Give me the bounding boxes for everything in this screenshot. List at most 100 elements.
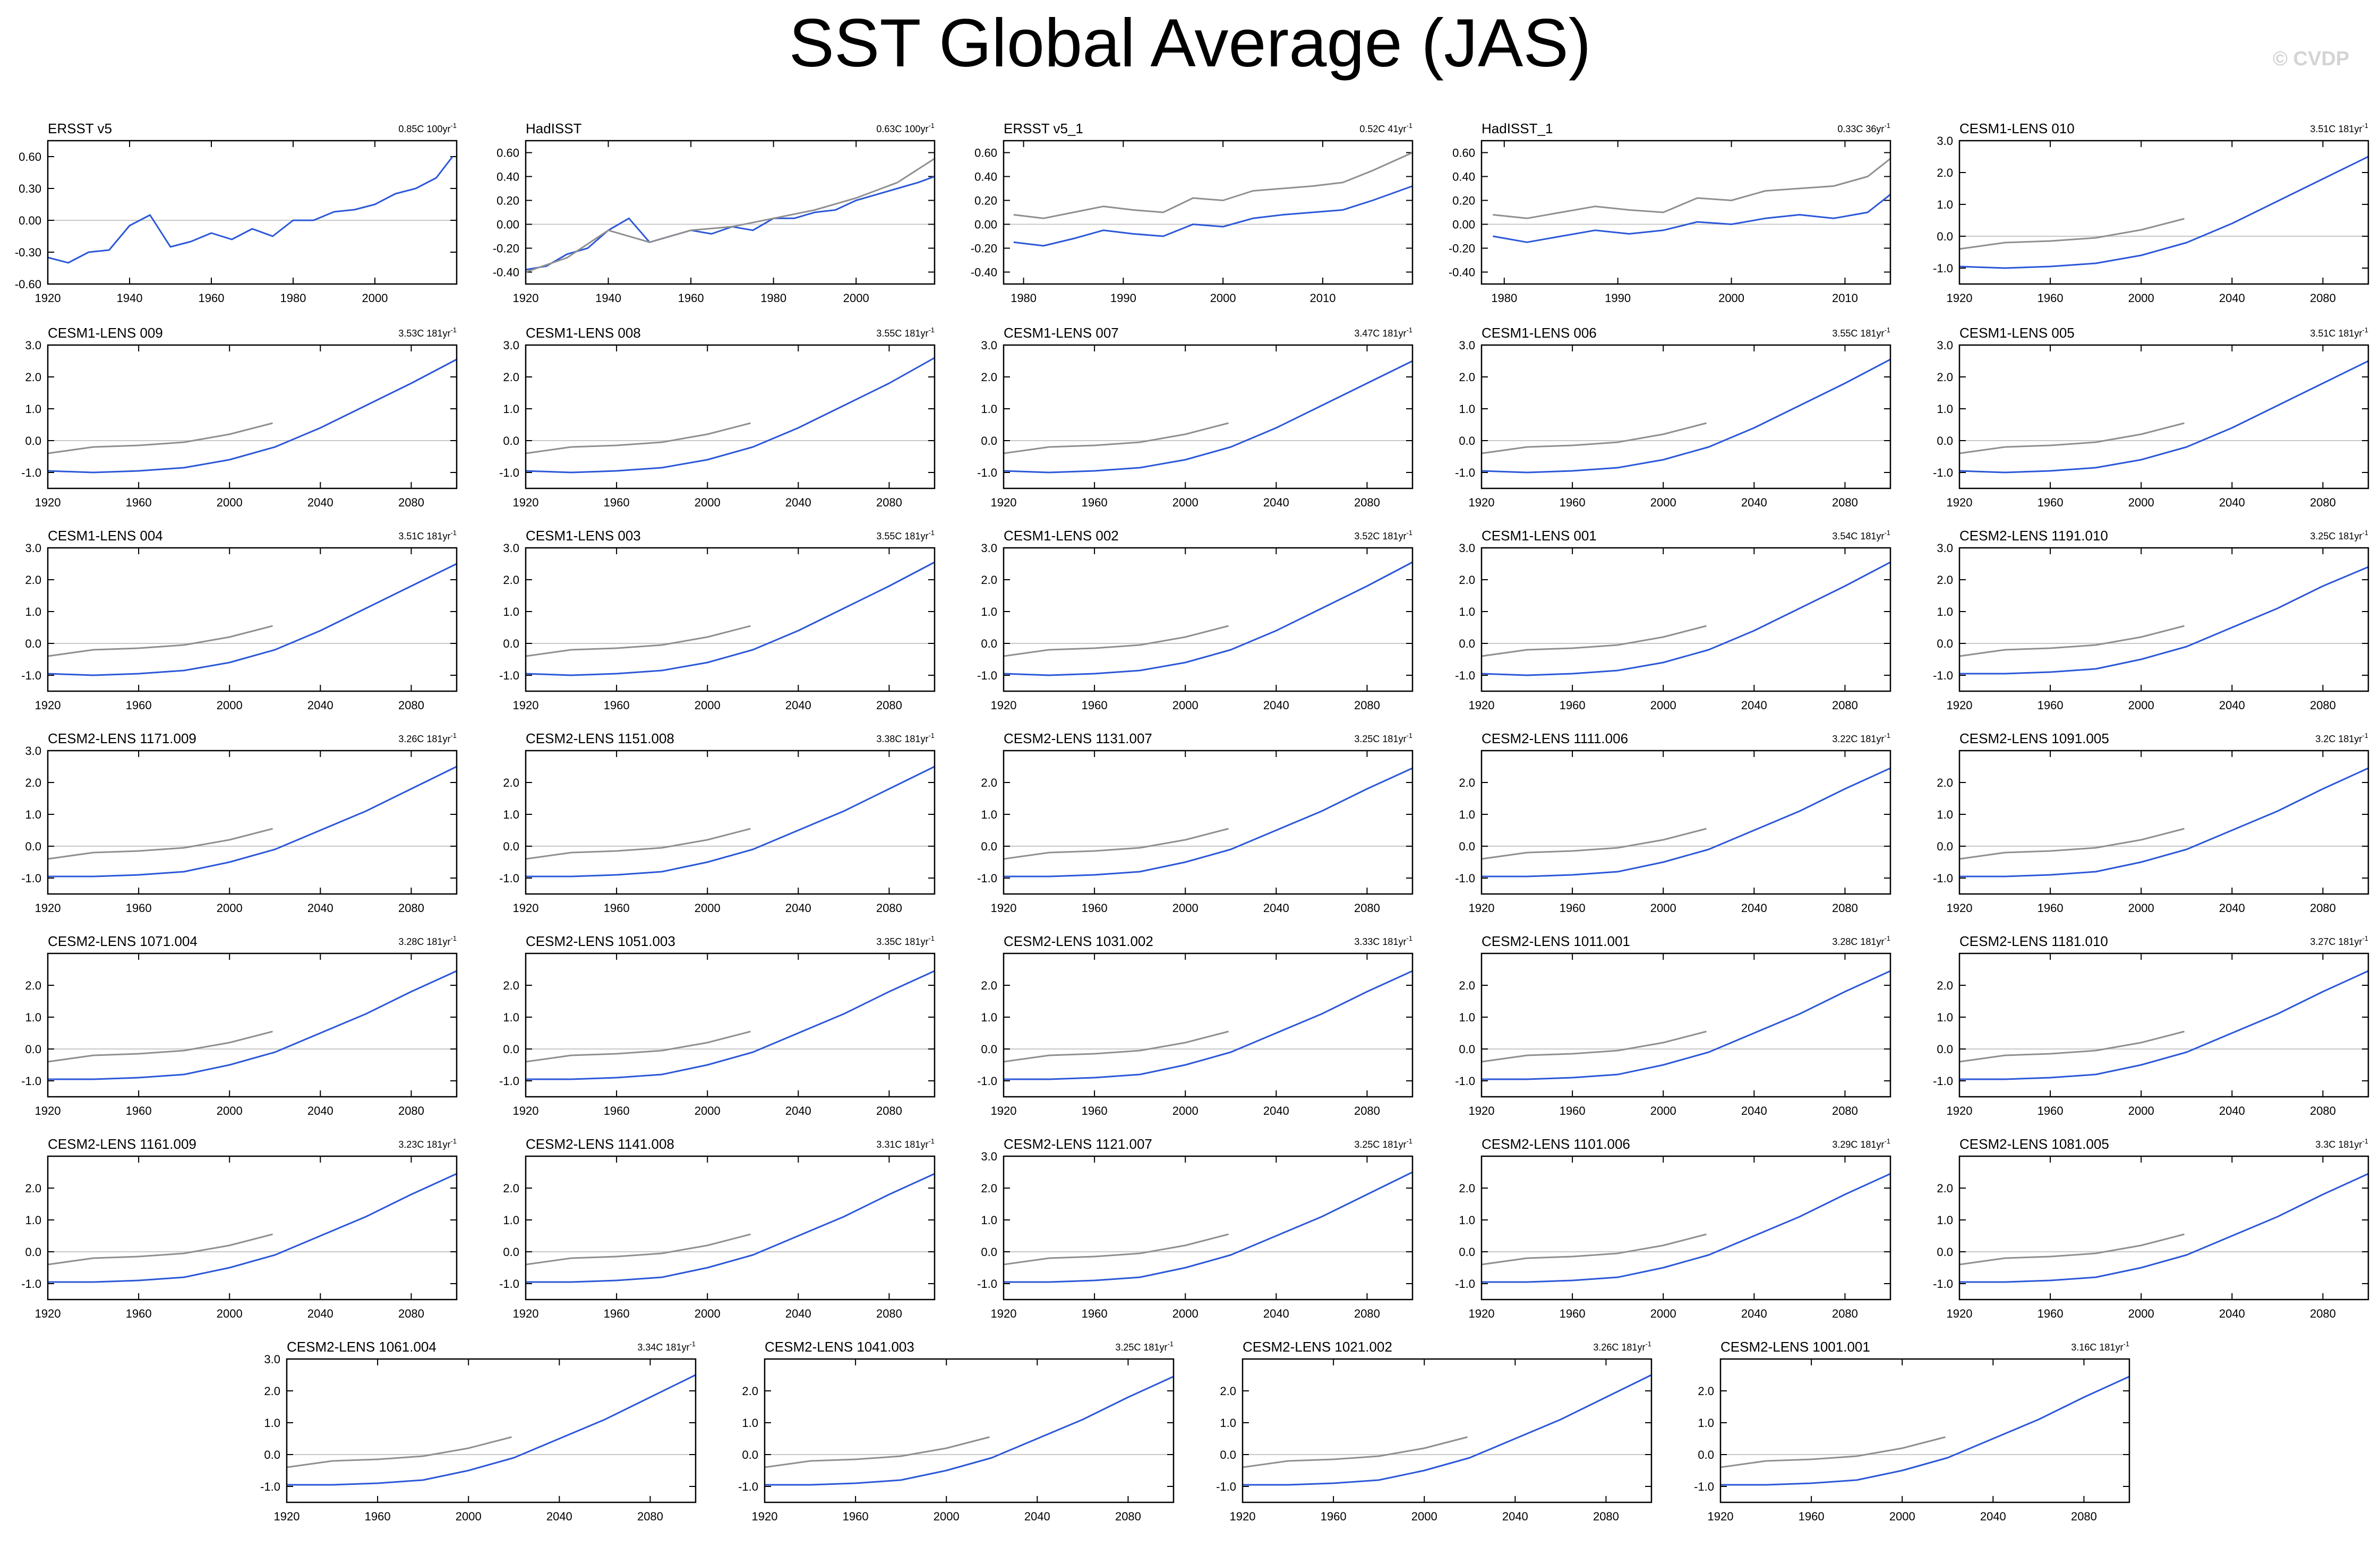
y-tick-label: 0.0: [503, 840, 519, 853]
x-tick-label: 2080: [398, 496, 424, 509]
panel-title: CESM1-LENS 008: [526, 325, 641, 341]
panel-title: CESM2-LENS 1101.006: [1482, 1136, 1630, 1152]
panel: CESM1-LENS 009 3.53C 181yr-1 3.0 2.0 1.0 0.0 -…: [21, 325, 458, 509]
x-tick-label: 1920: [1947, 699, 1973, 712]
y-tick-label: 2.0: [981, 979, 997, 992]
trend-exponent: -1: [2362, 1137, 2368, 1145]
observed-line: [1003, 625, 1229, 657]
panel-title: CESM2-LENS 1191.010: [1959, 528, 2108, 544]
panel: CESM2-LENS 1081.005 3.3C 181yr-1 2.0 1.0 0.0…: [1933, 1136, 2369, 1320]
x-tick-label: 2080: [2310, 699, 2336, 712]
y-tick-label: 1.0: [1937, 808, 1953, 821]
panel: CESM1-LENS 005 3.51C 181yr-1 3.0 2.0 1.0 0.0 -…: [1933, 325, 2369, 509]
plot-frame: [1003, 547, 1414, 692]
series-line: [1004, 1171, 1413, 1283]
y-tick-label: -1.0: [738, 1480, 758, 1493]
plot-frame: [1480, 140, 1891, 285]
y-tick-label: 3.0: [25, 339, 41, 352]
trend-exponent: -1: [1167, 1340, 1174, 1348]
x-tick-label: 2080: [876, 496, 902, 509]
series-line: [1004, 970, 1413, 1080]
y-tick-label: -1.0: [1694, 1480, 1714, 1493]
y-tick-label: 2.0: [981, 1182, 997, 1195]
x-tick-label: 2000: [362, 291, 388, 305]
panel: CESM2-LENS 1041.003 3.25C 181yr-1 2.0 1.0 0.…: [738, 1339, 1175, 1523]
trend-exponent: -1: [928, 732, 935, 739]
series-line: [1720, 1375, 2130, 1486]
plot-frame: [1480, 1155, 1891, 1301]
series-line: [47, 358, 457, 474]
series-line: [525, 176, 935, 271]
y-tick-label: 1.0: [981, 808, 997, 821]
x-tick-label: 2040: [2219, 699, 2245, 712]
x-tick-label: 1920: [1947, 1307, 1973, 1320]
y-tick-label: 0.20: [496, 194, 519, 208]
panel-title: ERSST v5: [48, 121, 112, 136]
x-tick-label: 1960: [2037, 496, 2064, 509]
x-tick-label: 2080: [2310, 496, 2336, 509]
observed-line: [1959, 218, 2185, 250]
y-tick-label: 0.0: [1459, 1245, 1475, 1259]
series-line: [287, 1374, 696, 1486]
x-tick-label: 2000: [2128, 699, 2154, 712]
observed-line: [1720, 1436, 1946, 1468]
x-tick-label: 1940: [595, 291, 621, 305]
y-tick-label: -1.0: [1933, 1074, 1953, 1088]
y-tick-label: -1.0: [977, 1074, 997, 1088]
observed-line: [47, 625, 273, 657]
x-tick-label: 2000: [1411, 1510, 1437, 1523]
x-tick-label: 1960: [604, 1104, 630, 1117]
trend-label: 3.34C 181yr-1: [637, 1340, 696, 1353]
plot-frame: [1958, 547, 2369, 692]
x-tick-label: 2000: [1650, 699, 1676, 712]
plot-frame: [1480, 952, 1891, 1098]
x-tick-label: 1960: [1082, 496, 1108, 509]
x-tick-label: 1980: [760, 291, 786, 305]
series-line: [48, 766, 457, 878]
trend-label: 0.33C 36yr-1: [1837, 122, 1890, 134]
y-tick-label: -1.0: [1455, 1074, 1475, 1088]
x-tick-label: 1960: [126, 699, 152, 712]
x-tick-label: 1920: [513, 1104, 539, 1117]
y-tick-label: 0.0: [503, 1043, 519, 1056]
x-tick-label: 2000: [2128, 291, 2154, 305]
plot-frame: [286, 1358, 697, 1503]
observed-line: [1481, 625, 1707, 657]
panel: CESM2-LENS 1021.002 3.26C 181yr-1 2.0 1.0 0.…: [1216, 1339, 1653, 1523]
series-line: [1481, 358, 1891, 474]
y-tick-label: -1.0: [977, 466, 997, 479]
panel: CESM1-LENS 007 3.47C 181yr-1 3.0 2.0 1.0 0.0 -…: [977, 325, 1414, 509]
panel: CESM2-LENS 1191.010 3.25C 181yr-1 3.0 2.0 1.…: [1933, 528, 2369, 712]
observed-line: [1959, 828, 2185, 860]
x-tick-label: 2000: [1650, 496, 1676, 509]
y-tick-label: 3.0: [503, 339, 519, 352]
x-tick-label: 1920: [1947, 1104, 1973, 1117]
y-tick-label: 2.0: [1459, 776, 1475, 789]
x-tick-label: 2040: [1741, 699, 1767, 712]
y-tick-label: 1.0: [25, 605, 41, 618]
panel-title: CESM1-LENS 004: [48, 528, 163, 544]
panel: CESM2-LENS 1061.004 3.34C 181yr-1 3.0 2.0 1.…: [260, 1339, 697, 1523]
y-tick-label: 0.0: [1459, 434, 1475, 448]
panel-title: CESM1-LENS 005: [1959, 325, 2075, 341]
observed-line: [47, 828, 273, 860]
trend-exponent: -1: [928, 326, 935, 334]
x-tick-label: 2000: [1650, 1104, 1676, 1117]
plot-frame: [1480, 547, 1891, 692]
observed-line: [1481, 1030, 1707, 1063]
x-tick-label: 1960: [1799, 1510, 1825, 1523]
observed-line: [47, 422, 273, 454]
trend-label: 3.28C 181yr-1: [1832, 934, 1890, 947]
y-tick-label: 2.0: [25, 573, 41, 587]
y-tick-label: 1.0: [1459, 808, 1475, 821]
panel: CESM2-LENS 1101.006 3.29C 181yr-1 2.0 1.0 0.…: [1455, 1136, 1891, 1320]
y-tick-label: 3.0: [1937, 134, 1953, 148]
x-tick-label: 2000: [1172, 699, 1198, 712]
x-tick-label: 1960: [2037, 901, 2064, 915]
y-tick-label: 0.0: [1937, 230, 1953, 243]
y-tick-label: 0.00: [974, 218, 997, 231]
trend-label: 3.51C 181yr-1: [2310, 326, 2368, 339]
trend-label: 0.85C 100yr-1: [398, 122, 457, 134]
y-tick-label: -1.0: [21, 669, 41, 682]
trend-label: 3.55C 181yr-1: [876, 529, 935, 541]
